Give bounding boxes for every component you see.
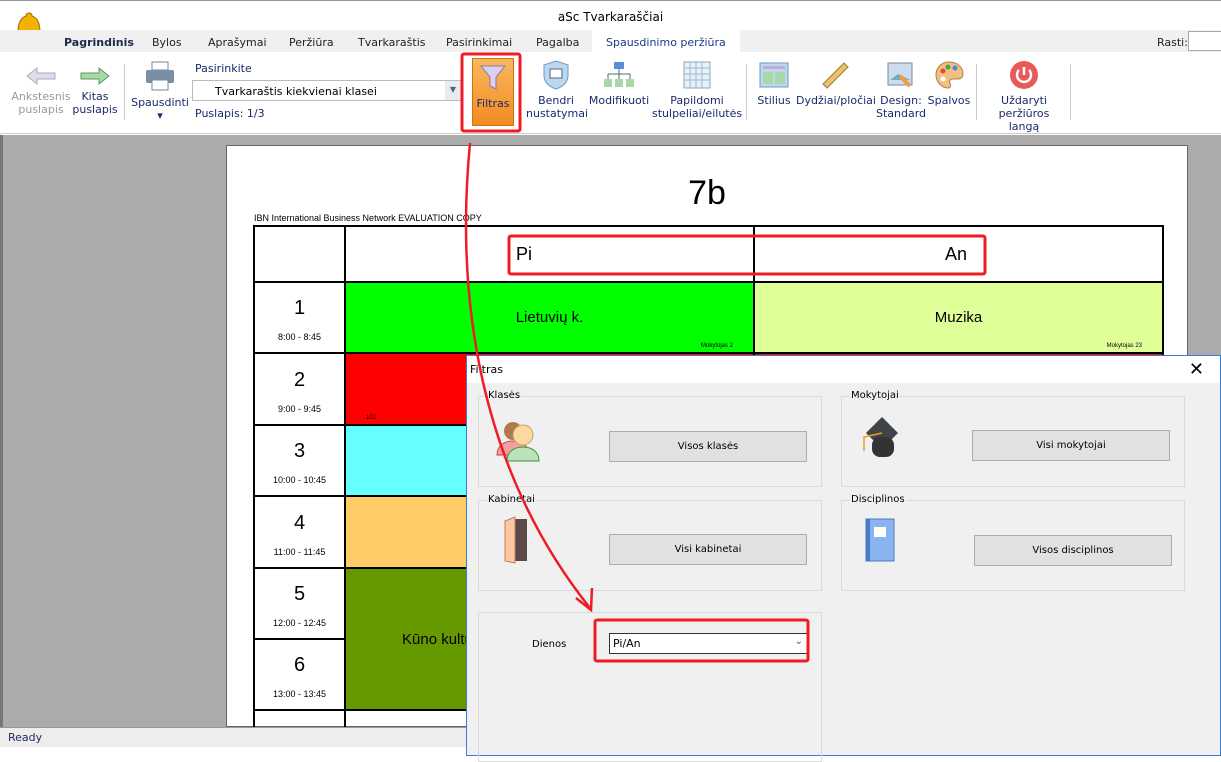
period-cell: 5 12:00 - 12:45 [253,567,346,640]
day-header: An [753,225,1164,283]
grid-icon [683,61,711,89]
tab-perziura[interactable]: Peržiūra [289,36,334,49]
graduation-cap-icon [863,417,898,457]
dropdown-arrow-icon[interactable]: ▼ [445,81,461,100]
filter-button[interactable]: Filtras [472,58,514,126]
picture-edit-icon [887,62,913,88]
arrow-right-icon [80,66,110,86]
select-label: Pasirinkite [195,62,252,75]
days-select[interactable]: Pi/An ⌄ [609,633,809,654]
period-cell: 2 9:00 - 9:45 [253,352,346,426]
all-classes-button[interactable]: Visos klasės [609,431,807,462]
chevron-down-icon: ▾ [157,109,163,122]
book-icon [865,518,895,562]
group-teachers: Mokytojai Visi mokytojai [841,390,1185,487]
layout-icon [759,62,789,88]
period-cell: 4 11:00 - 11:45 [253,495,346,569]
door-icon [504,516,527,564]
extra-columns-button[interactable]: Papildomi stulpeliai/eilutės [652,60,742,120]
tab-pagrindinis[interactable]: Pagrindinis [64,36,134,49]
arrow-left-icon [26,66,56,86]
page-indicator: Puslapis: 1/3 [195,107,265,120]
funnel-icon [479,65,507,90]
palette-icon [935,61,964,89]
ribbon-tabs: Pagrindinis Bylos Aprašymai Peržiūra Tva… [0,30,1221,52]
tab-spausdinimo-perziura[interactable]: Spausdinimo peržiūra [592,30,740,52]
day-header: Pi [344,225,755,283]
tab-aprasymai[interactable]: Aprašymai [208,36,267,49]
close-icon[interactable]: ✕ [1188,359,1204,380]
group-rooms: Kabinetai Visi kabinetai [478,494,822,591]
lesson-cell[interactable]: Muzika Mokytojas 23 [753,281,1164,354]
printer-icon [146,61,174,91]
group-subjects: Disciplinos Visos disciplinos [841,494,1185,591]
group-days: Dienos Pi/An ⌄ [478,612,822,762]
shield-icon [543,60,569,90]
ruler-icon [822,62,849,89]
title-bar: aSc Tvarkaraščiai [0,0,1221,43]
group-classes: Klasės Visos klasės [478,390,822,487]
style-button[interactable]: Stilius [754,60,794,107]
modify-button[interactable]: Modifikuoti [588,60,650,107]
all-subjects-button[interactable]: Visos disciplinos [974,535,1172,566]
app-title: aSc Tvarkaraščiai [557,10,664,24]
ribbon: Ankstesnis puslapis Kitas puslapis Spaus… [0,52,1221,134]
chevron-down-icon: ⌄ [794,636,803,647]
hierarchy-icon [604,62,634,87]
people-icon [496,422,540,462]
all-rooms-button[interactable]: Visi kabinetai [609,534,807,565]
tab-pagalba[interactable]: Pagalba [536,36,580,49]
print-button[interactable]: Spausdinti ▾ [130,60,190,122]
tab-pasirinkimai[interactable]: Pasirinkimai [446,36,513,49]
close-preview-button[interactable]: Uždaryti peržiūros langą [982,60,1066,133]
period-cell: 6 13:00 - 13:45 [253,638,346,711]
next-page-button[interactable]: Kitas puslapis [70,66,120,116]
tab-tvarkarastis[interactable]: Tvarkaraštis [358,36,426,49]
days-label: Dienos [532,639,567,650]
watermark: IBN International Business Network EVALU… [254,213,482,223]
report-select[interactable]: Tvarkaraštis kiekvienai klasei ▼ [192,80,462,101]
dialog-title-bar: Filtras ✕ [467,356,1220,383]
general-settings-button[interactable]: Bendri nustatymai [526,60,588,120]
sizes-button[interactable]: Dydžiai/pločiai [796,60,876,107]
power-icon [1010,61,1038,89]
all-teachers-button[interactable]: Visi mokytojai [972,430,1170,461]
lesson-cell[interactable]: Lietuvių k. Mokytojas 2 [344,281,755,354]
search-label: Rasti: [1157,36,1188,49]
period-cell: 1 8:00 - 8:45 [253,281,346,354]
colors-button[interactable]: Spalvos [926,60,972,107]
period-cell: 3 10:00 - 10:45 [253,424,346,497]
design-button[interactable]: Design: Standard [876,60,926,120]
prev-page-button[interactable]: Ankstesnis puslapis [10,66,72,116]
search-input[interactable] [1188,31,1221,51]
tab-bylos[interactable]: Bylos [152,36,182,49]
filter-dialog: Filtras ✕ Klasės Visos klasės Mokytojai … [466,355,1221,762]
class-title: 7b [688,174,726,212]
